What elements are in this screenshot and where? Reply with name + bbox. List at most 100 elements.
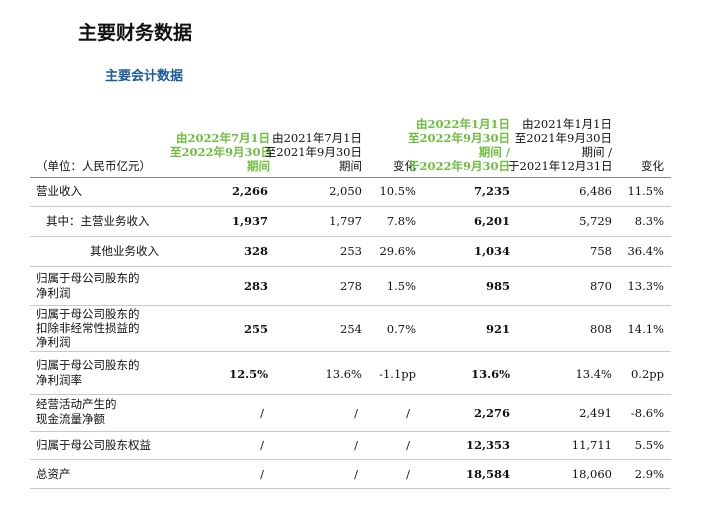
row-label: 其中：主营业务收入 — [46, 214, 150, 228]
col4-line3: 期间 / — [478, 145, 510, 159]
value-ytd-2021: 758 — [590, 244, 612, 258]
col1-line1: 由2022年7月1日 — [175, 131, 270, 145]
page-title: 主要财务数据 — [78, 22, 193, 44]
row-label: 总资产 — [36, 467, 71, 481]
header-divider — [30, 177, 671, 178]
value-change-q3: 7.8% — [386, 214, 416, 228]
value-ytd-2022: 13.6% — [471, 367, 510, 381]
value-change-q3: 1.5% — [386, 279, 416, 293]
value-change-ytd: 36.4% — [627, 244, 664, 258]
section-title: 主要会计数据 — [105, 69, 184, 84]
col5-line3: 期间 / — [581, 145, 612, 159]
value-q3-2021: 278 — [340, 279, 362, 293]
value-ytd-2022: 12,353 — [465, 438, 510, 452]
col3-text: 变化 — [393, 159, 416, 173]
value-ytd-2022: 7,235 — [473, 184, 510, 198]
col-header-q3-2021: 由2021年7月1日 至2021年9月30日 期间 — [262, 131, 362, 173]
value-ytd-2021: 5,729 — [579, 214, 612, 228]
value-ytd-2021: 2,491 — [579, 406, 612, 420]
value-ytd-2022: 921 — [485, 322, 510, 336]
row-label: 归属于母公司股东的 — [36, 307, 140, 321]
value-q3-2022: / — [260, 467, 264, 481]
row-label: 净利润 — [36, 335, 71, 349]
value-ytd-2021: 870 — [590, 279, 612, 293]
value-change-ytd: 5.5% — [634, 438, 664, 452]
value-q3-2022: / — [260, 406, 264, 420]
value-change-q3: 10.5% — [379, 184, 416, 198]
value-ytd-2021: 11,711 — [571, 438, 612, 452]
value-q3-2021: 2,050 — [329, 184, 362, 198]
unit-text: （单位：人民币亿元） — [36, 159, 151, 173]
col4-line2: 至2022年9月30日 — [407, 131, 510, 145]
value-q3-2022: / — [260, 438, 264, 452]
col5-line4: 于2021年12月31日 — [508, 159, 613, 173]
value-ytd-2021: 18,060 — [571, 467, 612, 481]
row-label: 其他业务收入 — [90, 244, 159, 258]
row-divider — [30, 236, 671, 237]
row-label: 归属于母公司股东的 — [36, 358, 140, 372]
value-change-ytd: 0.2pp — [630, 367, 664, 381]
value-ytd-2022: 1,034 — [473, 244, 510, 258]
value-q3-2022: 255 — [243, 322, 268, 336]
value-change-ytd: 2.9% — [634, 467, 664, 481]
row-divider — [30, 488, 671, 489]
col5-line2: 至2021年9月30日 — [514, 131, 612, 145]
col4-line4: 于2022年9月30日 — [407, 159, 510, 173]
value-q3-2022: 2,266 — [231, 184, 268, 198]
value-ytd-2022: 2,276 — [473, 406, 510, 420]
row-label: 净利润率 — [36, 373, 82, 387]
value-ytd-2021: 6,486 — [579, 184, 612, 198]
unit-label: （单位：人民币亿元） — [36, 159, 151, 173]
col-header-q3-2022: 由2022年7月1日 至2022年9月30日 期间 — [170, 131, 273, 173]
value-ytd-2022: 6,201 — [473, 214, 510, 228]
col1-line2: 至2022年9月30日 — [170, 145, 273, 159]
value-q3-2021: / — [354, 438, 358, 452]
col-header-ytd-2021: 由2021年1月1日 至2021年9月30日 期间 / 于2021年12月31日 — [508, 117, 613, 173]
value-q3-2022: 1,937 — [231, 214, 268, 228]
value-change-ytd: 14.1% — [627, 322, 664, 336]
value-change-q3: 29.6% — [379, 244, 416, 258]
value-ytd-2022: 18,584 — [465, 467, 510, 481]
value-change-ytd: 13.3% — [627, 279, 664, 293]
value-ytd-2022: 985 — [485, 279, 510, 293]
row-divider — [30, 351, 671, 352]
row-divider — [30, 206, 671, 207]
value-q3-2021: 254 — [340, 322, 362, 336]
row-label: 经营活动产生的 — [36, 397, 117, 411]
col4-line1: 由2022年1月1日 — [415, 117, 510, 131]
row-label: 净利润 — [36, 286, 71, 300]
value-q3-2021: / — [354, 467, 358, 481]
value-change-ytd: 11.5% — [627, 184, 664, 198]
col2-line1: 由2021年7月1日 — [272, 131, 362, 145]
value-q3-2021: / — [354, 406, 358, 420]
value-q3-2022: 12.5% — [229, 367, 268, 381]
row-divider — [30, 266, 671, 267]
row-label: 归属于母公司股东的 — [36, 271, 140, 285]
row-label: 归属于母公司股东权益 — [36, 438, 151, 452]
row-divider — [30, 305, 671, 306]
value-q3-2021: 13.6% — [325, 367, 362, 381]
col1-line3: 期间 — [247, 159, 270, 173]
row-divider — [30, 459, 671, 460]
col-header-change-q3: 变化 — [366, 159, 416, 173]
row-label: 营业收入 — [36, 184, 82, 198]
value-change-ytd: 8.3% — [634, 214, 664, 228]
col6-text: 变化 — [641, 159, 664, 173]
value-change-q3: 0.7% — [386, 322, 416, 336]
row-divider — [30, 394, 671, 395]
value-q3-2022: 283 — [243, 279, 268, 293]
col-header-change-ytd: 变化 — [614, 159, 664, 173]
value-change-ytd: -8.6% — [630, 406, 664, 420]
row-label: 现金流量净额 — [36, 412, 105, 426]
value-ytd-2021: 808 — [590, 322, 612, 336]
col2-line2: 至2021年9月30日 — [264, 145, 362, 159]
value-change-q3: -1.1pp — [379, 367, 416, 381]
value-ytd-2021: 13.4% — [575, 367, 612, 381]
row-divider — [30, 431, 671, 432]
col5-line1: 由2021年1月1日 — [522, 117, 612, 131]
value-change-q3: / — [406, 406, 410, 420]
col2-line3: 期间 — [339, 159, 362, 173]
col-header-ytd-2022: 由2022年1月1日 至2022年9月30日 期间 / 于2022年9月30日 — [406, 117, 510, 173]
value-q3-2022: 328 — [243, 244, 268, 258]
value-q3-2021: 253 — [340, 244, 362, 258]
